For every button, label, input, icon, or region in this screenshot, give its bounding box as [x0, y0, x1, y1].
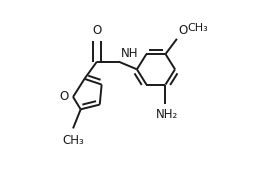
Text: O: O — [92, 24, 102, 36]
Text: CH₃: CH₃ — [187, 23, 208, 33]
Text: O: O — [59, 90, 68, 103]
Text: O: O — [178, 24, 187, 36]
Text: CH₃: CH₃ — [62, 134, 84, 147]
Text: NH: NH — [121, 47, 138, 60]
Text: NH₂: NH₂ — [156, 108, 178, 121]
